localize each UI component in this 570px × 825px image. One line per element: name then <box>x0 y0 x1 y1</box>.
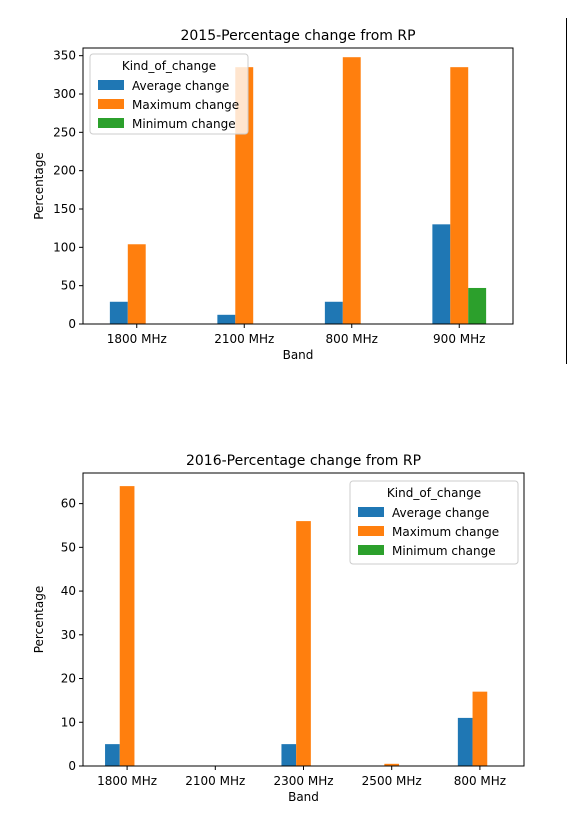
y-tick-label: 10 <box>61 715 76 729</box>
bar-average-change-0 <box>105 744 120 766</box>
legend: Kind_of_change Average change Maximum chan… <box>89 53 249 135</box>
legend-label: Maximum change <box>132 98 239 112</box>
x-axis-label: Band <box>288 790 319 804</box>
bar-maximum-change-3 <box>384 763 400 766</box>
x-tick-label: 900 MHz <box>433 332 485 346</box>
y-tick-label: 250 <box>53 125 76 139</box>
x-tick-label: 1800 MHz <box>97 774 157 788</box>
y-axis-label: Percentage <box>32 152 46 220</box>
x-axis-label: Band <box>283 348 314 362</box>
bar-maximum-change-4 <box>472 691 488 766</box>
divider-line <box>566 18 567 364</box>
legend-label: Average change <box>132 79 229 93</box>
y-tick-label: 350 <box>53 49 76 63</box>
bar-average-change-1 <box>217 314 236 324</box>
bar-average-change-4 <box>457 717 473 766</box>
y-tick-label: 150 <box>53 202 76 216</box>
y-tick-label: 30 <box>61 628 76 642</box>
chart-2016: 2016-Percentage change from RP 0 10 20 30 40 5… <box>32 453 525 804</box>
x-tick-label: 800 MHz <box>326 332 378 346</box>
legend-label: Minimum change <box>132 117 236 131</box>
bar-maximum-change-2 <box>296 521 311 766</box>
bar-maximum-change-0 <box>127 244 146 324</box>
y-tick-label: 0 <box>68 759 76 773</box>
x-tick-label: 2100 MHz <box>185 774 245 788</box>
x-tick-label: 2100 MHz <box>214 332 274 346</box>
y-tick-label: 50 <box>61 540 76 554</box>
bar-maximum-change-2 <box>342 57 361 324</box>
legend-swatch-minimum-change <box>98 118 124 128</box>
bar-average-change-0 <box>109 301 128 324</box>
legend-box <box>349 480 519 565</box>
x-tick-label: 1800 MHz <box>107 332 167 346</box>
bar-average-change-3 <box>432 224 451 324</box>
bar-average-change-2 <box>324 301 343 324</box>
y-tick-label: 0 <box>68 317 76 331</box>
y-tick-label: 20 <box>61 672 76 686</box>
y-tick-label: 50 <box>61 279 76 293</box>
plot-frame <box>82 47 514 325</box>
legend-swatch-minimum-change <box>358 545 384 555</box>
bar-maximum-change-3 <box>450 67 469 325</box>
legend: Kind_of_change Average change Maximum chan… <box>349 480 519 565</box>
chart-title: 2016-Percentage change from RP <box>186 453 421 469</box>
legend-swatch-maximum-change <box>358 526 384 536</box>
chart-title: 2015-Percentage change from RP <box>180 28 415 44</box>
y-tick-label: 100 <box>53 240 76 254</box>
legend-label: Average change <box>392 506 489 520</box>
y-tick-label: 40 <box>61 584 76 598</box>
legend-label: Maximum change <box>392 525 499 539</box>
bar-maximum-change-0 <box>119 486 135 766</box>
y-tick-label: 60 <box>61 497 76 511</box>
legend-box <box>89 53 249 135</box>
x-tick-label: 2500 MHz <box>362 774 422 788</box>
legend-swatch-maximum-change <box>98 99 124 109</box>
y-axis-label: Percentage <box>32 586 46 654</box>
y-tick-label: 200 <box>53 164 76 178</box>
legend-label: Minimum change <box>392 544 496 558</box>
legend-title: Kind_of_change <box>122 59 216 73</box>
legend-swatch-average-change <box>98 80 124 90</box>
x-tick-label: 800 MHz <box>454 774 506 788</box>
x-tick-label: 2300 MHz <box>273 774 333 788</box>
legend-title: Kind_of_change <box>387 486 481 500</box>
chart-2015: 2015-Percentage change from RP 0 50 100 150 2… <box>32 28 514 362</box>
bar-minimum-change-3 <box>468 287 487 324</box>
y-tick-label: 300 <box>53 87 76 101</box>
legend-swatch-average-change <box>358 507 384 517</box>
bar-average-change-2 <box>281 744 297 766</box>
